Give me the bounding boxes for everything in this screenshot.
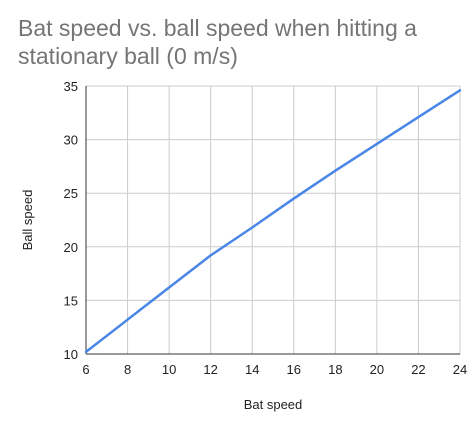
y-tick-label: 25 bbox=[64, 186, 78, 201]
y-tick-label: 20 bbox=[64, 240, 78, 255]
y-tick-labels: 10 15 20 25 30 35 bbox=[64, 79, 78, 362]
x-tick-label: 24 bbox=[453, 362, 467, 377]
x-tick-label: 22 bbox=[411, 362, 425, 377]
y-tick-label: 10 bbox=[64, 347, 78, 362]
x-tick-label: 8 bbox=[124, 362, 131, 377]
x-tick-label: 14 bbox=[245, 362, 259, 377]
x-tick-labels: 6 8 10 12 14 16 18 20 22 24 bbox=[82, 362, 467, 377]
y-axis-label: Ball speed bbox=[20, 190, 35, 251]
x-tick-label: 18 bbox=[328, 362, 342, 377]
y-tick-label: 35 bbox=[64, 79, 78, 94]
y-tick-label: 15 bbox=[64, 293, 78, 308]
series-line bbox=[84, 89, 462, 354]
series bbox=[84, 89, 462, 354]
x-tick-label: 6 bbox=[82, 362, 89, 377]
x-tick-label: 16 bbox=[287, 362, 301, 377]
x-tick-label: 20 bbox=[370, 362, 384, 377]
chart-title: Bat speed vs. ball speed when hitting a … bbox=[18, 15, 417, 69]
x-tick-label: 10 bbox=[162, 362, 176, 377]
y-tick-label: 30 bbox=[64, 133, 78, 148]
x-tick-label: 12 bbox=[203, 362, 217, 377]
axes bbox=[85, 86, 460, 355]
gridlines bbox=[86, 85, 461, 354]
x-axis-label: Bat speed bbox=[244, 397, 303, 412]
